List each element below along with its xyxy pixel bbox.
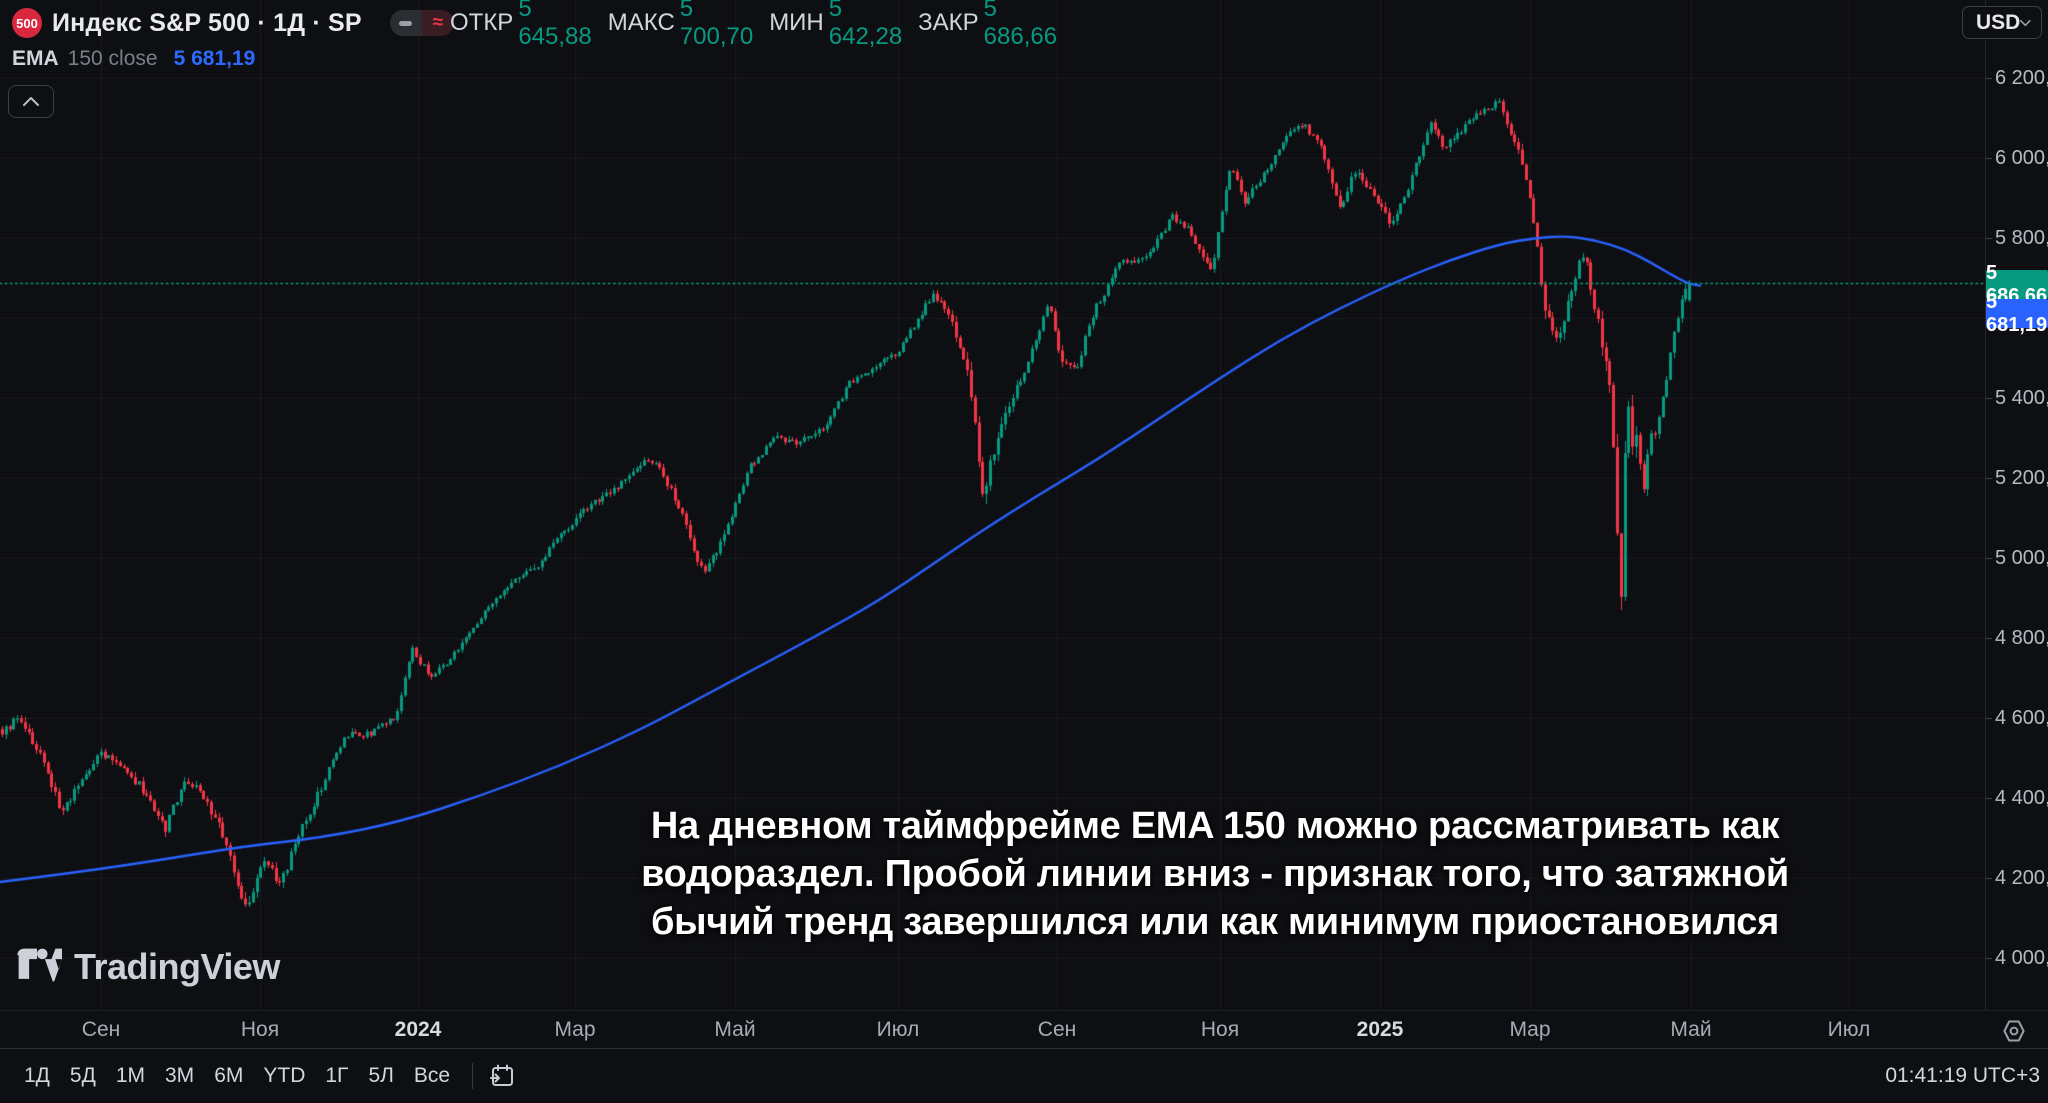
- close-value: 5 686,66: [983, 0, 1058, 50]
- currency-selector[interactable]: USD: [1962, 6, 2042, 39]
- price-tick-label: 4 400,00: [1995, 787, 2048, 809]
- range-button-1м[interactable]: 1М: [115, 1063, 145, 1087]
- price-tick-mark: [1986, 638, 1992, 639]
- currency-value: USD: [1976, 10, 2021, 34]
- chevron-up-icon: [23, 97, 39, 106]
- tradingview-logo-text: TradingView: [74, 946, 280, 987]
- time-tick-month: Ноя: [1200, 1018, 1240, 1041]
- price-tick-label: 5 200,00: [1995, 467, 2048, 489]
- price-tick-mark: [1986, 798, 1992, 799]
- price-tick-label: 5 800,00: [1995, 227, 2048, 249]
- range-button-ytd[interactable]: YTD: [263, 1063, 306, 1087]
- time-tick-month: Сен: [81, 1018, 121, 1041]
- range-button-5д[interactable]: 5Д: [69, 1063, 96, 1087]
- data-status-pill[interactable]: ≈: [389, 10, 454, 36]
- hexagon-settings-icon: [2002, 1020, 2025, 1041]
- range-button-6м[interactable]: 6М: [214, 1063, 244, 1087]
- price-tick-mark: [1986, 478, 1992, 479]
- time-tick-month: Мар: [554, 1018, 596, 1041]
- bottom-toolbar: 1Д 5Д 1М 3М 6М YTD 1Г 5Л Все 01:41:19 UTC+3: [0, 1048, 2048, 1102]
- chevron-down-icon: [2020, 19, 2031, 26]
- price-tick-label: 5 000,00: [1995, 547, 2048, 569]
- price-tick-mark: [1986, 238, 1992, 239]
- time-tick-month: Сен: [1037, 1018, 1077, 1041]
- price-tick-label: 6 200,00: [1995, 67, 2048, 89]
- price-tick-label: 5 400,00: [1995, 387, 2048, 409]
- range-button-3м[interactable]: 3М: [165, 1063, 195, 1087]
- indicator-params: 150 close: [67, 47, 158, 70]
- toolbar-divider: [472, 1062, 474, 1089]
- go-to-date-button[interactable]: [485, 1059, 519, 1093]
- price-tick-label: 4 200,00: [1995, 867, 2048, 889]
- time-tick-year: 2024: [394, 1018, 442, 1041]
- calendar-goto-icon: [490, 1064, 514, 1086]
- price-tick-mark: [1986, 958, 1992, 959]
- time-tick-month: Ноя: [240, 1018, 280, 1041]
- symbol-title[interactable]: Индекс S&P 500 · 1Д · SP: [52, 8, 362, 37]
- time-tick-month: Мар: [1509, 1018, 1551, 1041]
- range-button-1д[interactable]: 1Д: [24, 1063, 50, 1087]
- range-button-все[interactable]: Все: [413, 1063, 451, 1087]
- price-tick-label: 4 000,00: [1995, 947, 2048, 969]
- indicator-name: EMA: [12, 47, 59, 70]
- delayed-data-icon: ≈: [421, 10, 454, 36]
- toolbar-clock[interactable]: 01:41:19 UTC+3: [1885, 1064, 2040, 1087]
- high-value: 5 700,70: [679, 0, 754, 50]
- open-value: 5 645,88: [518, 0, 592, 50]
- indicator-value: 5 681,19: [173, 47, 256, 70]
- tradingview-logo-icon: [17, 948, 62, 982]
- price-tick-mark: [1986, 558, 1992, 559]
- sp500-logo-badge: 500: [12, 8, 42, 38]
- collapse-legend-button[interactable]: [8, 85, 54, 118]
- price-axis[interactable]: 6 200,006 000,005 800,005 600,005 400,00…: [1985, 0, 2048, 1010]
- price-tick-label: 4 800,00: [1995, 627, 2048, 649]
- symbol-legend: 500 Индекс S&P 500 · 1Д · SP ≈ ОТКР 5 645…: [8, 0, 1057, 118]
- open-label: ОТКР: [450, 9, 514, 36]
- scale-settings-button[interactable]: [2000, 1017, 2027, 1044]
- high-label: МАКС: [607, 9, 675, 36]
- price-tick-label: 6 000,00: [1995, 147, 2048, 169]
- indicator-legend[interactable]: EMA 150 close 5 681,19: [12, 44, 454, 74]
- price-tick-mark: [1986, 398, 1992, 399]
- low-value: 5 642,28: [828, 0, 903, 50]
- time-tick-month: Май: [1670, 1018, 1712, 1041]
- chart-canvas[interactable]: [0, 0, 1985, 1010]
- market-closed-icon: [389, 10, 422, 36]
- time-tick-month: Май: [714, 1018, 756, 1041]
- range-button-1г[interactable]: 1Г: [325, 1063, 349, 1087]
- time-tick-month: Июл: [1827, 1018, 1871, 1041]
- low-label: МИН: [769, 9, 824, 36]
- time-tick-month: Июл: [876, 1018, 920, 1041]
- close-label: ЗАКР: [918, 9, 979, 36]
- price-tick-mark: [1986, 878, 1992, 879]
- date-range-group: 1Д 5Д 1М 3М 6М YTD 1Г 5Л Все: [14, 1059, 460, 1093]
- price-tick-mark: [1986, 78, 1992, 79]
- ema-price-label: 5 681,19: [1986, 290, 2048, 336]
- ohlc-values: ОТКР 5 645,88 МАКС 5 700,70 МИН 5 642,28 ЗА…: [450, 0, 1057, 50]
- time-tick-year: 2025: [1356, 1018, 1404, 1041]
- price-tick-mark: [1986, 158, 1992, 159]
- time-axis[interactable]: Сен Ноя 2024 Мар Май Июл Сен Ноя 2025 Мар Май Июл: [0, 1010, 2048, 1048]
- price-tick-label: 4 600,00: [1995, 707, 2048, 729]
- range-button-5л[interactable]: 5Л: [368, 1063, 394, 1087]
- price-tick-mark: [1986, 718, 1992, 719]
- tradingview-watermark: TradingView: [16, 946, 280, 988]
